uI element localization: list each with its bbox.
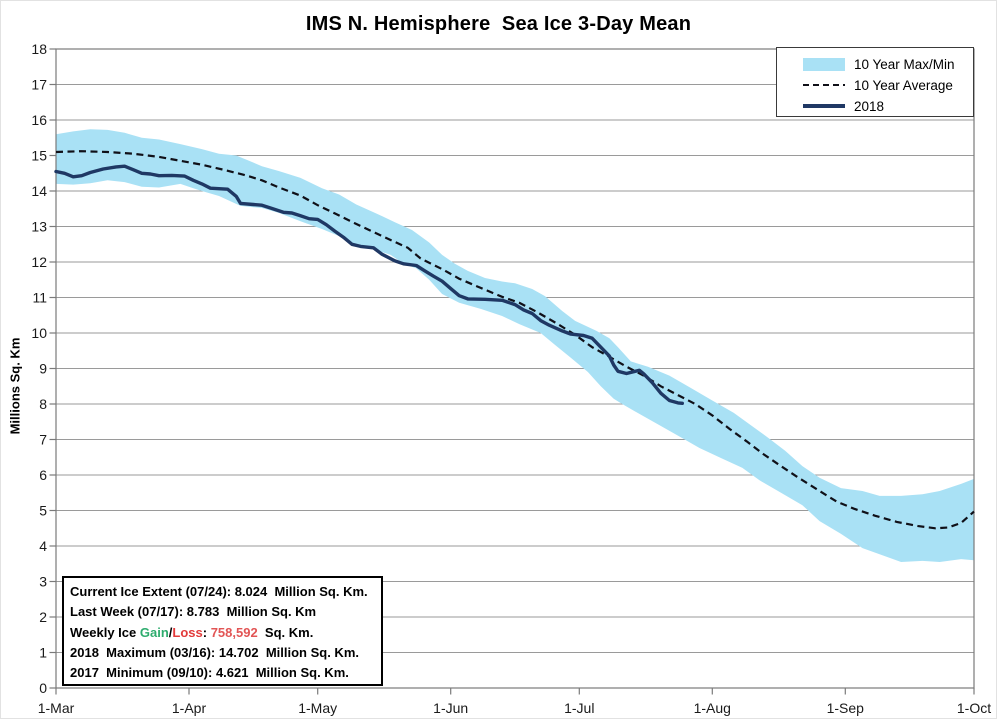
x-tick-label: 1-Sep	[827, 700, 865, 716]
x-tick-label: 1-Jul	[564, 700, 594, 716]
legend-item-2018: 2018	[803, 96, 973, 116]
legend-label-2018: 2018	[854, 98, 885, 114]
x-tick-label: 1-Apr	[172, 700, 207, 716]
solid-line-swatch	[803, 104, 845, 108]
x-axis: 1-Mar 1-Apr 1-May 1-Jun 1-Jul 1-Aug 1-Sep 1-Oct	[38, 688, 991, 716]
dashed-line-swatch	[803, 84, 845, 86]
y-tick-label: 13	[31, 219, 47, 235]
y-tick-label: 8	[39, 396, 47, 412]
x-tick-label: 1-Mar	[38, 700, 75, 716]
y-tick-label: 14	[31, 183, 47, 199]
legend-label-average: 10 Year Average	[854, 77, 953, 93]
y-tick-label: 5	[39, 503, 47, 519]
y-tick-label: 17	[31, 77, 47, 93]
y-tick-label: 2	[39, 609, 47, 625]
y-tick-label: 12	[31, 254, 47, 270]
weekly-suffix: Sq. Km.	[257, 624, 314, 640]
stats-annotation-box: Current Ice Extent (07/24): 8.024 Millio…	[62, 576, 383, 686]
x-tick-label: 1-Aug	[694, 700, 731, 716]
x-tick-label: 1-Oct	[957, 700, 991, 716]
y-tick-label: 3	[39, 574, 47, 590]
info-line-last-week: Last Week (07/17): 8.783 Million Sq. Km	[70, 604, 317, 620]
line-2018	[54, 164, 684, 405]
average-line	[55, 150, 975, 530]
info-line-weekly-change: Weekly Ice Gain/Loss: 758,592 Sq. Km.	[70, 623, 381, 643]
y-tick-label: 1	[39, 645, 47, 661]
legend-item-average: 10 Year Average	[803, 75, 973, 95]
slash-text: /	[168, 624, 173, 640]
loss-text: Loss	[172, 624, 203, 640]
y-tick-label: 16	[31, 112, 47, 128]
info-line-current-extent: Current Ice Extent (07/24): 8.024 Millio…	[70, 584, 368, 599]
weekly-change-value: 758,592	[210, 624, 258, 640]
x-tick-label: 1-May	[298, 700, 337, 716]
max-min-band	[56, 129, 974, 562]
colon-text: :	[202, 624, 211, 640]
y-tick-label: 11	[32, 290, 47, 306]
y-tick-label: 9	[39, 361, 47, 377]
legend-box: 10 Year Max/Min 10 Year Average 2018	[776, 47, 974, 117]
x-tick-label: 1-Jun	[433, 700, 468, 716]
y-tick-label: 6	[39, 467, 47, 483]
info-line-2017-minimum: 2017 Minimum (09/10): 4.621 Million Sq. …	[70, 665, 349, 681]
y-tick-label: 0	[39, 680, 47, 696]
y-tick-label: 18	[31, 41, 47, 57]
gain-text: Gain	[139, 624, 169, 640]
chart-title: IMS N. Hemisphere Sea Ice 3-Day Mean	[305, 13, 692, 35]
y-tick-label: 4	[39, 538, 47, 554]
legend-item-max-min: 10 Year Max/Min	[803, 54, 973, 74]
y-tick-label: 10	[31, 325, 47, 341]
y-tick-label: 15	[31, 148, 47, 164]
legend-label-max-min: 10 Year Max/Min	[854, 56, 955, 72]
weekly-prefix: Weekly Ice	[70, 624, 140, 640]
info-line-2018-maximum: 2018 Maximum (03/16): 14.702 Million Sq.…	[70, 644, 359, 660]
band-swatch	[803, 57, 845, 71]
y-tick-label: 7	[39, 432, 47, 448]
